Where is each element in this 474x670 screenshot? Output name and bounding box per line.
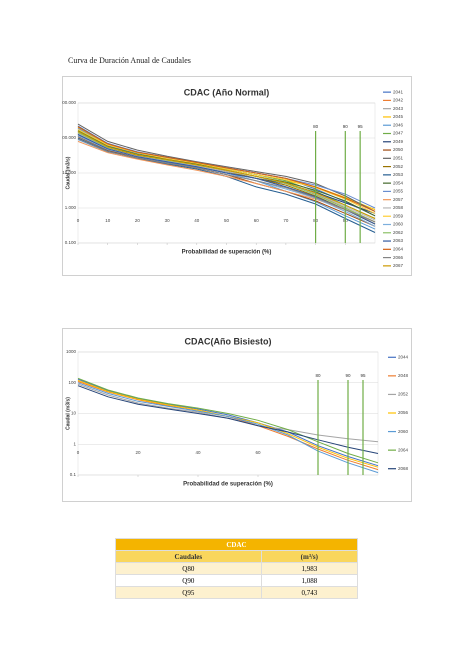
chart-title: CDAC(Año Bisiesto) bbox=[185, 336, 272, 346]
series-line bbox=[77, 130, 376, 219]
legend-label: 2052 bbox=[393, 164, 404, 169]
reference-label: 90 bbox=[345, 373, 351, 378]
series-line bbox=[77, 377, 379, 464]
y-tick-label: 0.1 bbox=[70, 472, 77, 477]
reference-label: 95 bbox=[360, 373, 366, 378]
table-title: CDAC bbox=[115, 538, 358, 551]
legend-label: 2067 bbox=[393, 263, 404, 268]
table-header: (m³/s) bbox=[260, 550, 359, 563]
legend-label: 2054 bbox=[393, 180, 404, 185]
chart-title: CDAC (Año Normal) bbox=[184, 87, 270, 97]
reference-label: 90 bbox=[343, 124, 349, 129]
legend-label: 2060 bbox=[393, 222, 404, 227]
legend-label: 2046 bbox=[393, 122, 404, 127]
cell: 0,743 bbox=[260, 586, 359, 599]
x-tick-label: 30 bbox=[165, 218, 171, 223]
x-tick-label: 40 bbox=[194, 218, 200, 223]
y-tick-label: 1 bbox=[73, 441, 76, 446]
legend-label: 2049 bbox=[393, 139, 404, 144]
x-tick-label: 40 bbox=[195, 450, 201, 455]
series-line bbox=[77, 385, 379, 454]
cell: Q90 bbox=[115, 574, 262, 587]
legend-label: 2051 bbox=[393, 156, 404, 161]
y-tick-label: 10.000 bbox=[62, 170, 76, 175]
chart: CDAC(Año Bisiesto) 0.1 1 10 100 1000 0 20 40 60 Pr… bbox=[62, 328, 412, 502]
legend-label: 2068 bbox=[398, 466, 409, 471]
cell: Q80 bbox=[115, 562, 262, 575]
series-line bbox=[77, 378, 379, 467]
x-axis-title: Probabilidad de superación (%) bbox=[183, 482, 273, 488]
y-tick-label: 1000 bbox=[66, 349, 77, 354]
legend-label: 2062 bbox=[393, 230, 404, 235]
x-tick-label: 70 bbox=[283, 218, 289, 223]
x-tick-label: 20 bbox=[135, 450, 141, 455]
x-tick-label: 60 bbox=[254, 218, 260, 223]
x-tick-label: 20 bbox=[135, 218, 141, 223]
legend-label: 2066 bbox=[393, 255, 404, 260]
y-tick-label: 100.000 bbox=[62, 135, 76, 140]
x-tick-label: 0 bbox=[77, 450, 80, 455]
legend-label: 2055 bbox=[393, 189, 404, 194]
reference-label: 80 bbox=[315, 373, 321, 378]
y-tick-label: 1000.000 bbox=[62, 100, 76, 105]
legend-label: 2059 bbox=[393, 213, 404, 218]
caption: Curva de Duración Anual de Caudales bbox=[68, 56, 191, 65]
legend-label: 2045 bbox=[393, 114, 404, 119]
x-axis-title: Probabilidad de superación (%) bbox=[182, 250, 272, 256]
legend-label: 2043 bbox=[393, 106, 404, 111]
legend-label: 2047 bbox=[393, 131, 404, 136]
cell: 1,983 bbox=[260, 562, 359, 575]
cell: 1,088 bbox=[260, 574, 359, 587]
y-axis-title: Caudal (m3/s) bbox=[65, 397, 71, 430]
legend-label: 2052 bbox=[398, 392, 409, 397]
legend-label: 2050 bbox=[393, 147, 404, 152]
legend-label: 2056 bbox=[398, 410, 409, 415]
x-tick-label: 60 bbox=[255, 450, 261, 455]
x-tick-label: 0 bbox=[77, 218, 80, 223]
legend-label: 2042 bbox=[393, 98, 404, 103]
legend-label: 2064 bbox=[398, 447, 409, 452]
series-line bbox=[77, 382, 379, 474]
table-header: Caudales bbox=[115, 550, 262, 563]
cell: Q95 bbox=[115, 586, 262, 599]
legend-label: 2044 bbox=[398, 354, 409, 359]
legend-label: 2060 bbox=[398, 429, 409, 434]
chart: CDAC (Año Normal) 0.100 1.000 10.000 100.000… bbox=[62, 76, 412, 276]
reference-label: 80 bbox=[313, 124, 319, 129]
y-tick-label: 1.000 bbox=[65, 205, 77, 210]
legend-label: 2057 bbox=[393, 197, 404, 202]
legend-label: 2053 bbox=[393, 172, 404, 177]
legend-label: 2064 bbox=[393, 247, 404, 252]
legend-label: 2058 bbox=[393, 205, 404, 210]
y-tick-label: 10 bbox=[71, 411, 77, 416]
legend-label: 2063 bbox=[393, 238, 404, 243]
y-tick-label: 0.100 bbox=[65, 240, 77, 245]
series-line bbox=[77, 138, 376, 223]
reference-label: 95 bbox=[358, 124, 364, 129]
chart-frame bbox=[62, 328, 412, 502]
x-tick-label: 10 bbox=[105, 218, 111, 223]
x-tick-label: 50 bbox=[224, 218, 230, 223]
legend-label: 2041 bbox=[393, 89, 404, 94]
summary-table: CDAC Caudales (m³/s) Q80 1,983 Q90 1,088 Q9… bbox=[115, 538, 359, 599]
y-tick-label: 100 bbox=[68, 380, 76, 385]
legend-label: 2048 bbox=[398, 373, 409, 378]
series-line bbox=[77, 126, 376, 212]
y-axis-title: Caudal (m3/s) bbox=[65, 156, 71, 189]
series-line bbox=[77, 129, 376, 214]
